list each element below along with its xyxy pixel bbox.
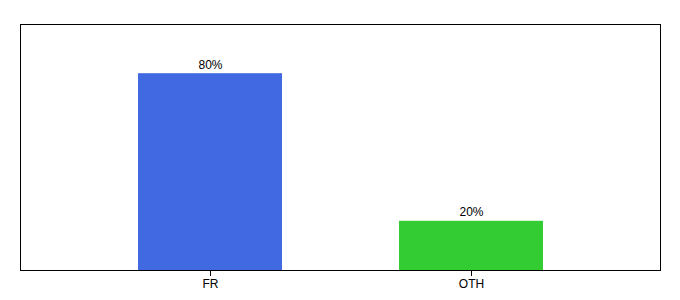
svg-text:FR: FR (203, 277, 219, 291)
svg-text:80%: 80% (198, 58, 222, 72)
svg-text:20%: 20% (459, 205, 483, 219)
svg-text:OTH: OTH (459, 277, 484, 291)
